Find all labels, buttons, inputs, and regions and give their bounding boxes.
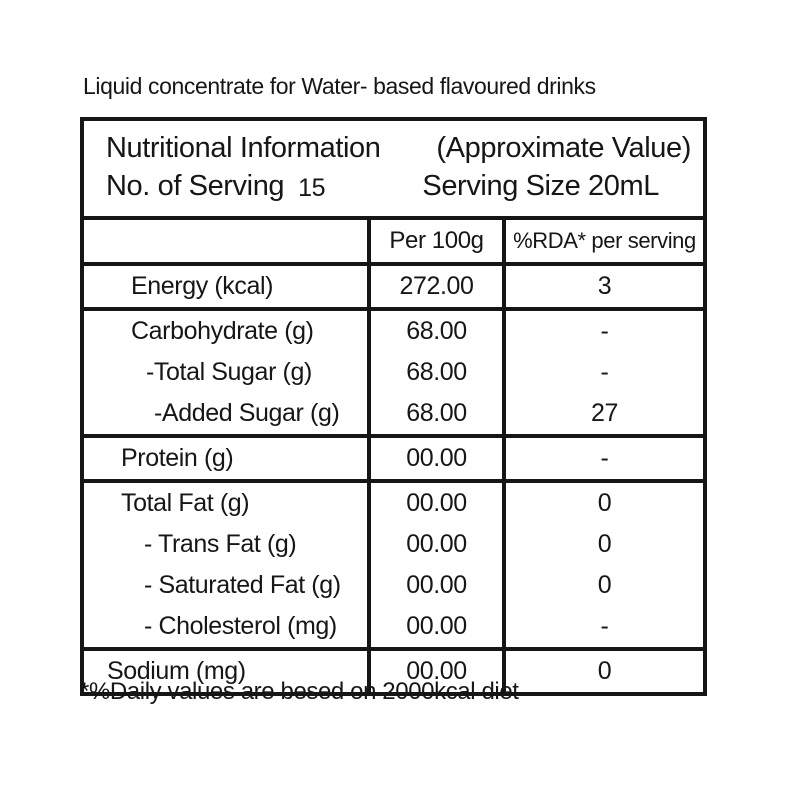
column-header-section: Per 100g %RDA* per serving (82, 218, 705, 264)
table-row-saturated-fat: - Saturated Fat (g) 00.00 0 (82, 565, 705, 606)
row-label: Total Fat (g) (121, 489, 250, 517)
table-row-energy: Energy (kcal) 272.00 3 (82, 264, 705, 309)
table-header-section: Nutritional Information (Approximate Val… (82, 119, 705, 218)
row-per100g-value: 68.00 (367, 393, 504, 436)
row-rda-value: 0 (502, 649, 705, 694)
table-row-sodium: Sodium (mg) 00.00 0 (82, 649, 705, 694)
row-per100g-value: 00.00 (367, 565, 504, 606)
table-row-total-fat: Total Fat (g) 00.00 0 (82, 481, 705, 524)
row-rda-value: 0 (502, 524, 705, 565)
row-per100g-value: 00.00 (367, 436, 504, 481)
row-rda-value: - (502, 309, 705, 352)
servings-group: No. of Serving 15 (106, 167, 326, 206)
row-label: Carbohydrate (g) (131, 317, 314, 345)
product-description: Liquid concentrate for Water- based flav… (83, 73, 596, 99)
table-row-trans-fat: - Trans Fat (g) 00.00 0 (82, 524, 705, 565)
daily-value-footnote: *%Daily values are besed on 2000kcal die… (80, 678, 519, 705)
fat-section: Total Fat (g) 00.00 0 - Trans Fat (g) 00… (82, 481, 705, 649)
table-row-total-sugar: -Total Sugar (g) 68.00 - (82, 352, 705, 393)
row-label: - Cholesterol (mg) (144, 612, 337, 640)
energy-section: Energy (kcal) 272.00 3 (82, 264, 705, 309)
table-row-cholesterol: - Cholesterol (mg) 00.00 - (82, 606, 705, 649)
servings-label: No. of Serving (106, 170, 285, 202)
row-per100g-value: 00.00 (367, 524, 504, 565)
row-per100g-value: 00.00 (367, 481, 504, 524)
col-header-per100g: Per 100g (367, 218, 504, 264)
row-label: - Trans Fat (g) (144, 530, 297, 558)
col-header-rda: %RDA* per serving (502, 218, 705, 264)
header-serving-line: No. of Serving 15 Serving Size 20mL (106, 167, 693, 206)
row-per100g-value: 68.00 (367, 309, 504, 352)
row-rda-value: 27 (502, 393, 705, 436)
row-label: -Added Sugar (g) (154, 399, 340, 427)
row-per100g-value: 272.00 (367, 264, 504, 309)
row-label: Protein (g) (121, 444, 234, 472)
row-label: -Total Sugar (g) (146, 358, 312, 386)
row-label: Energy (kcal) (131, 272, 274, 300)
nutrition-facts-table: Nutritional Information (Approximate Val… (80, 117, 707, 696)
serving-size: Serving Size 20mL (422, 170, 659, 202)
table-row-carbohydrate: Carbohydrate (g) 68.00 - (82, 309, 705, 352)
row-rda-value: - (502, 436, 705, 481)
protein-section: Protein (g) 00.00 - (82, 436, 705, 481)
row-per100g-value: 00.00 (367, 649, 504, 694)
row-rda-value: - (502, 606, 705, 649)
row-label: Sodium (mg) (107, 657, 246, 685)
row-per100g-value: 68.00 (367, 352, 504, 393)
table-title-suffix: (Approximate Value) (436, 132, 691, 164)
row-per100g-value: 00.00 (367, 606, 504, 649)
row-rda-value: 0 (502, 481, 705, 524)
header-title-line: Nutritional Information (Approximate Val… (106, 129, 693, 167)
carbohydrate-section: Carbohydrate (g) 68.00 - -Total Sugar (g… (82, 309, 705, 436)
row-label: - Saturated Fat (g) (144, 571, 341, 599)
table-title: Nutritional Information (106, 132, 381, 164)
col-header-nutrient (82, 218, 369, 264)
sodium-section: Sodium (mg) 00.00 0 (82, 649, 705, 694)
column-header-row: Per 100g %RDA* per serving (82, 218, 705, 264)
table-header-cell: Nutritional Information (Approximate Val… (82, 119, 705, 218)
row-rda-value: 3 (502, 264, 705, 309)
table-row-added-sugar: -Added Sugar (g) 68.00 27 (82, 393, 705, 436)
table-row-protein: Protein (g) 00.00 - (82, 436, 705, 481)
row-rda-value: 0 (502, 565, 705, 606)
row-rda-value: - (502, 352, 705, 393)
servings-value: 15 (298, 174, 326, 202)
